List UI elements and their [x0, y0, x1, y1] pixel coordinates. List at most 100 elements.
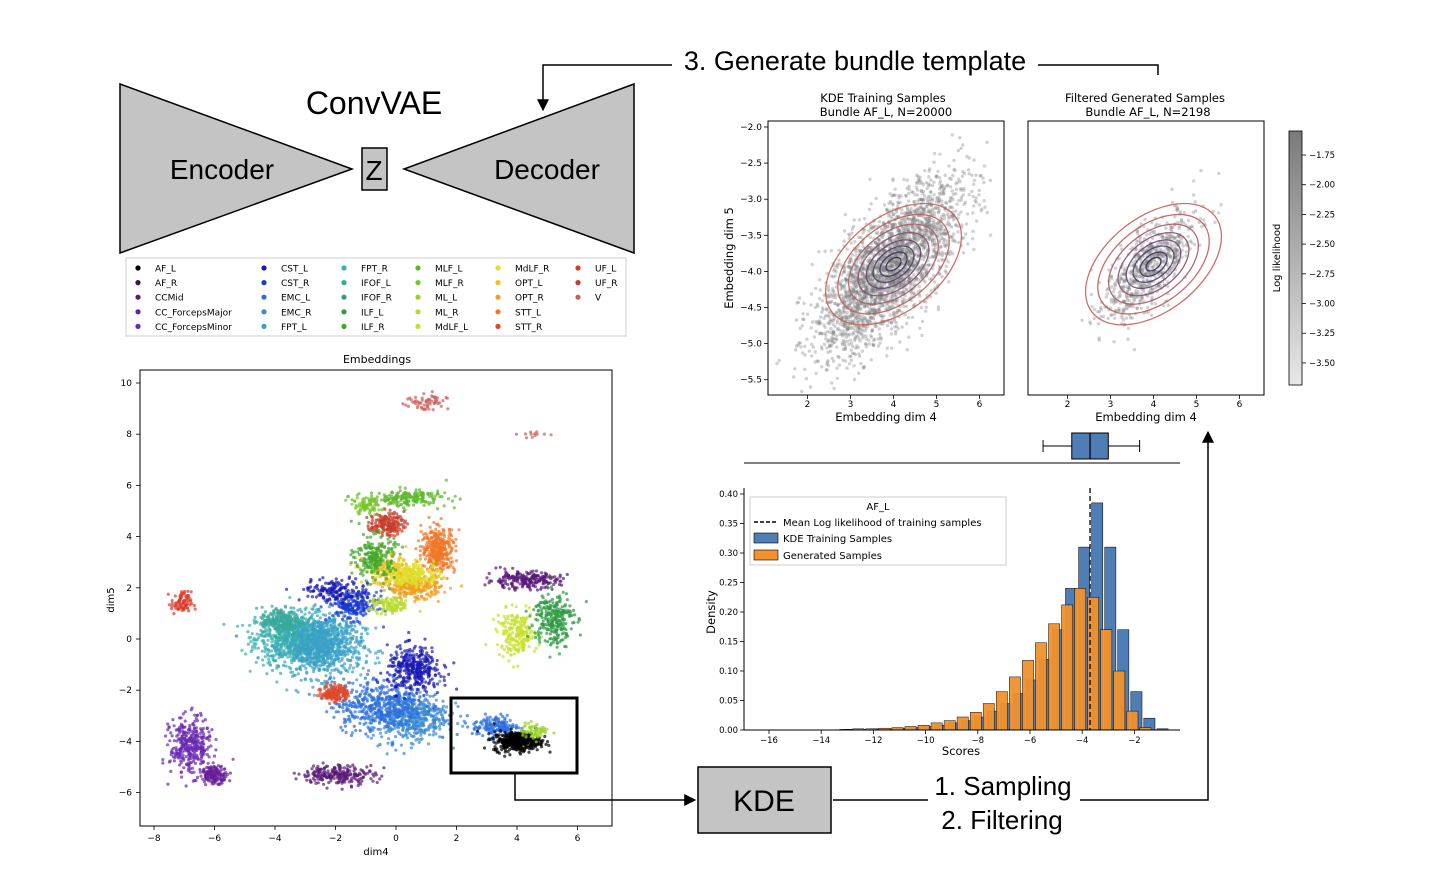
embedding-point [436, 682, 440, 686]
embedding-point [260, 649, 264, 653]
embedding-point [442, 663, 446, 667]
embedding-point [255, 638, 259, 642]
embedding-point [292, 771, 296, 775]
embedding-point [379, 711, 384, 716]
embedding-point [278, 623, 282, 627]
embedding-point [293, 642, 297, 647]
embedding-point [435, 562, 439, 566]
embedding-point [178, 750, 182, 754]
embedding-point [304, 606, 308, 610]
embedding-point [314, 781, 318, 786]
embedding-point [371, 733, 375, 737]
embedding-point [324, 623, 328, 628]
embedding-point [355, 778, 359, 782]
embedding-point [333, 634, 337, 639]
embedding-point [312, 661, 316, 666]
embedding-point [339, 652, 343, 656]
embedding-point [411, 670, 415, 674]
embedding-point [204, 783, 208, 787]
embedding-point [435, 522, 439, 527]
embedding-point [270, 649, 274, 653]
embedding-point [548, 574, 552, 578]
embedding-point [312, 624, 316, 628]
legend-item: CCMid [135, 294, 184, 304]
embedding-point [407, 671, 411, 675]
embedding-point [434, 548, 438, 553]
legend-marker [495, 323, 501, 329]
embedding-point [331, 706, 335, 710]
embedding-point [407, 685, 411, 690]
embedding-point [441, 717, 445, 722]
embedding-point [373, 711, 377, 715]
embedding-point [378, 607, 382, 611]
embedding-point [435, 662, 439, 667]
embedding-point [367, 726, 371, 730]
embedding-point [365, 710, 369, 714]
embedding-point [483, 583, 487, 587]
z-label: Z [365, 155, 382, 186]
embedding-point [167, 725, 171, 729]
embedding-point [528, 586, 532, 590]
embedding-point [246, 630, 250, 634]
embedding-point [344, 720, 348, 724]
embedding-point [362, 685, 366, 689]
embedding-point [337, 623, 341, 627]
embedding-point [174, 728, 178, 732]
legend-label: ML_L [435, 294, 457, 304]
embedding-point [249, 635, 253, 639]
embedding-point [356, 773, 360, 778]
embedding-point [184, 784, 188, 788]
embedding-point [515, 572, 519, 576]
embedding-point [371, 779, 375, 783]
embedding-point [292, 652, 296, 657]
embedding-point [319, 644, 323, 649]
embedding-point [277, 665, 281, 669]
embedding-point [200, 748, 204, 752]
embedding-point [423, 646, 427, 650]
embedding-point [350, 713, 354, 717]
embedding-point [394, 684, 398, 688]
embedding-point [441, 699, 445, 703]
embedding-point [270, 668, 275, 673]
legend-item: ILF_L [341, 308, 383, 318]
embedding-point [186, 728, 190, 732]
embedding-point [365, 699, 369, 703]
embedding-point [535, 588, 540, 592]
embedding-point [294, 648, 298, 652]
embedding-point [337, 614, 341, 618]
embedding-point [323, 613, 328, 617]
embedding-point [265, 672, 269, 676]
embedding-point [342, 645, 346, 649]
embedding-point [312, 604, 316, 608]
legend-item: AF_R [135, 279, 177, 289]
embedding-point [407, 664, 411, 669]
embedding-point [393, 719, 397, 723]
embedding-point [349, 772, 353, 776]
embedding-point [333, 766, 337, 770]
embedding-point [279, 635, 283, 639]
embedding-point [179, 759, 183, 763]
legend-label: FPT_R [361, 265, 388, 275]
embedding-point [369, 763, 373, 768]
embedding-point [412, 731, 416, 735]
embedding-point [416, 539, 420, 543]
legend-marker [495, 309, 501, 315]
embedding-point [390, 688, 394, 692]
embedding-point [268, 629, 272, 633]
legend-label: CST_L [281, 265, 308, 275]
embedding-point [334, 649, 338, 653]
embedding-point [298, 666, 302, 670]
embedding-point [339, 671, 343, 675]
embedding-point [422, 551, 426, 556]
embedding-point [309, 657, 313, 661]
embedding-point [280, 654, 284, 658]
embedding-point [399, 647, 403, 651]
embedding-point [405, 658, 409, 662]
embedding-point [407, 723, 411, 727]
embedding-point [365, 632, 369, 636]
embedding-point [455, 687, 459, 691]
embedding-point [437, 672, 441, 676]
embedding-point [318, 641, 322, 646]
embedding-point [404, 723, 408, 727]
embedding-point [382, 685, 386, 689]
